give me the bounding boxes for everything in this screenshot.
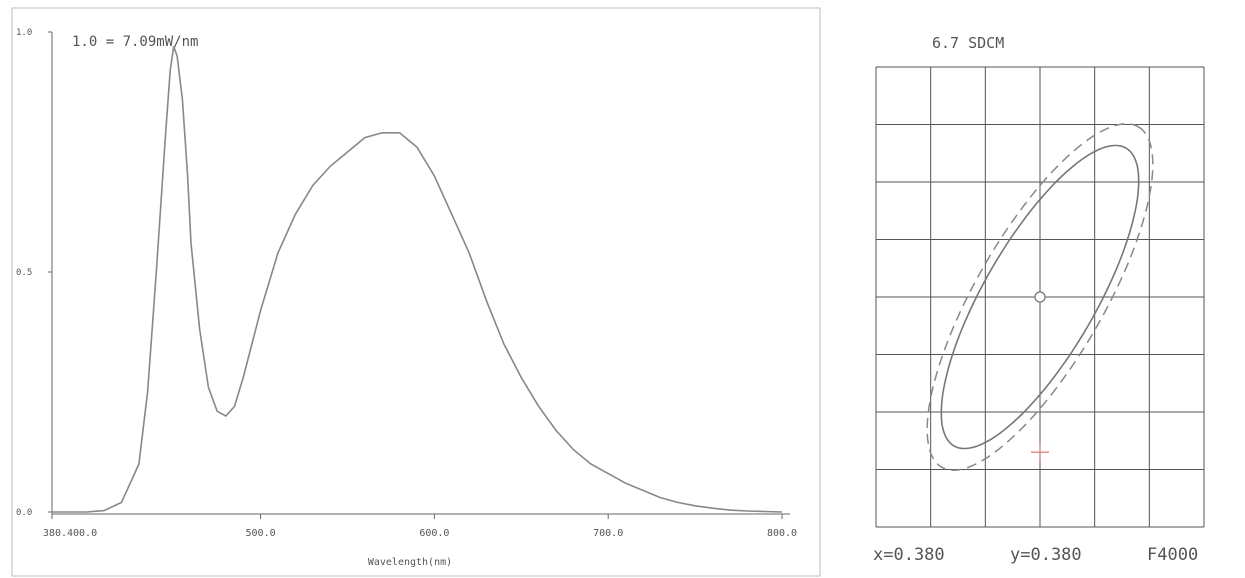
spectrum-y-tick-label: 1.0 — [16, 28, 32, 38]
spectrum-panel-frame — [11, 7, 821, 577]
chromaticity-grid — [875, 66, 1205, 528]
spectrum-x-tick-label: 500.0 — [246, 528, 276, 539]
footer-standard: F4000 — [1147, 545, 1198, 565]
spectrum-y-tick-label: 0.5 — [16, 268, 32, 278]
spectrum-x-tick-label: 600.0 — [419, 528, 449, 539]
spectrum-x-tick-label: 800.0 — [767, 528, 797, 539]
spectrum-y-tick-label: 0.0 — [16, 508, 32, 518]
spectrum-x-tick-label: 700.0 — [593, 528, 623, 539]
spectrum-title: 1.0 = 7.09mW/nm — [72, 34, 198, 50]
footer-y-value: y=0.380 — [1010, 545, 1082, 565]
sdcm-outer-ellipse — [926, 123, 1154, 471]
spectrum-x-tick-label: 380.400.0 — [43, 528, 97, 539]
spectrum-panel: 1.0 = 7.09mW/nm 0.0 0.5 1.0 380.400.0 500.0… — [11, 7, 821, 577]
sdcm-inner-ellipse — [940, 144, 1140, 450]
footer-x-value: x=0.380 — [873, 545, 945, 565]
spectrum-series-line — [52, 46, 783, 513]
target-center-point — [1034, 291, 1046, 303]
spectrum-y-ticks: 0.0 0.5 1.0 — [16, 28, 52, 518]
spectrum-x-ticks: 380.400.0 500.0 600.0 700.0 800.0 — [43, 514, 797, 539]
sdcm-title: 6.7 SDCM — [932, 34, 1004, 52]
measured-point-marker — [1031, 443, 1049, 462]
spectrum-x-axis-label: Wavelength(nm) — [368, 557, 452, 568]
chromaticity-panel: 6.7 SDCM x=0.380 y=0.380 F4000 — [873, 34, 1205, 565]
